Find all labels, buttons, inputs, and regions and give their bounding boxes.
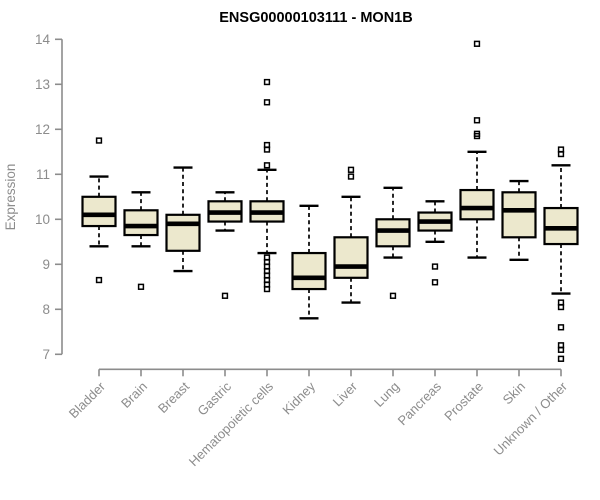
- box-group-prostate: [459, 40, 495, 259]
- x-tick-label-unknown-other: Unknown / Other: [491, 378, 571, 458]
- box-group-skin: [501, 179, 537, 261]
- chart-title: ENSG00000103111 - MON1B: [219, 10, 412, 26]
- box-group-pancreas: [417, 200, 453, 286]
- outlier-point: [221, 292, 229, 299]
- outlier-point: [95, 137, 103, 144]
- box-rect: [123, 209, 159, 237]
- x-tick-label-liver: Liver: [330, 378, 361, 409]
- outlier-point: [473, 132, 481, 140]
- y-tick-label: 13: [35, 77, 50, 92]
- y-tick-label: 12: [35, 122, 50, 137]
- box-group-liver: [333, 166, 369, 304]
- x-tick-label-lung: Lung: [371, 379, 402, 410]
- outlier-point: [473, 117, 481, 124]
- outlier-point: [347, 166, 355, 173]
- box-group-gastric: [207, 191, 243, 299]
- outlier-point: [263, 162, 271, 169]
- y-tick-label: 10: [35, 212, 50, 227]
- outlier-point: [263, 285, 271, 293]
- y-tick-label: 11: [36, 167, 50, 182]
- y-axis-label: Expression: [3, 164, 18, 231]
- outlier-point: [473, 40, 481, 47]
- outlier-point: [557, 355, 565, 362]
- x-tick-label-skin: Skin: [500, 379, 528, 407]
- box-group-breast: [165, 166, 201, 273]
- y-tick-label: 7: [42, 347, 50, 362]
- outlier-point: [263, 78, 271, 86]
- box-rect: [333, 236, 369, 279]
- box-rect: [291, 251, 327, 291]
- outlier-point: [347, 173, 355, 180]
- outlier-point: [137, 283, 145, 290]
- outlier-point: [95, 276, 103, 284]
- outlier-point: [263, 99, 271, 106]
- x-tick-label-prostate: Prostate: [441, 379, 486, 424]
- x-tick-label-breast: Breast: [155, 379, 192, 416]
- outlier-point: [557, 324, 565, 331]
- box-rect: [459, 188, 495, 221]
- box-group-bladder: [81, 137, 117, 284]
- outlier-point: [557, 150, 565, 158]
- outlier-point: [263, 146, 271, 153]
- boxplot-series: [81, 40, 579, 362]
- outlier-point: [557, 346, 565, 353]
- outlier-point: [431, 263, 439, 270]
- x-tick-label-pancreas: Pancreas: [395, 378, 445, 428]
- x-tick-label-gastric: Gastric: [194, 378, 234, 418]
- x-tick-label-kidney: Kidney: [279, 378, 318, 417]
- outlier-point: [389, 292, 397, 299]
- box-group-hematopoietic-cells: [249, 78, 285, 293]
- y-tick-label: 9: [42, 257, 50, 272]
- box-group-brain: [123, 191, 159, 290]
- x-tick-label-bladder: Bladder: [66, 378, 109, 421]
- outlier-point: [431, 279, 439, 286]
- y-tick-label: 8: [42, 302, 50, 317]
- box-group-lung: [375, 186, 411, 299]
- outlier-point: [557, 303, 565, 311]
- box-group-kidney: [291, 204, 327, 320]
- box-group-unknown-other: [543, 146, 579, 362]
- x-tick-label-brain: Brain: [118, 379, 150, 411]
- y-tick-label: 14: [35, 32, 51, 47]
- box-rect: [81, 195, 117, 228]
- box-rect: [501, 191, 537, 239]
- box-rect: [165, 213, 201, 252]
